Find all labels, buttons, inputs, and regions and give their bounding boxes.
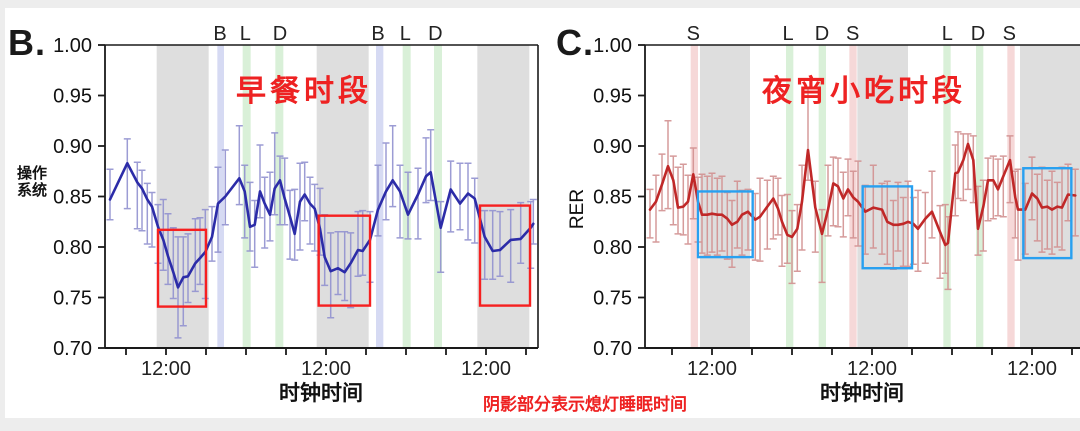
meal-marker-L: L — [400, 23, 411, 45]
sleep-band — [316, 45, 369, 348]
panel-b-title: 早餐时段 — [236, 75, 372, 108]
highlight-box — [317, 214, 372, 307]
y-tick-label: 0.85 — [593, 187, 632, 209]
y-tick-label: 0.85 — [53, 187, 92, 209]
y-axis-label-b: 操作 系统 — [8, 165, 56, 199]
breakfast-band — [376, 45, 384, 348]
dinner-band — [434, 45, 442, 348]
meal-marker-L: L — [942, 23, 953, 45]
x-tick-label: 12:00 — [461, 358, 511, 380]
lunch-band — [943, 45, 951, 348]
dinner-band — [976, 45, 984, 348]
meal-marker-L: L — [240, 23, 251, 45]
highlight-box — [861, 185, 914, 270]
x-axis-label-c: 时钟时间 — [820, 382, 904, 405]
y-tick-label: 1.00 — [53, 35, 92, 57]
meal-marker-L: L — [782, 23, 793, 45]
meal-marker-D: D — [428, 23, 442, 45]
y-tick-label: 0.80 — [593, 237, 632, 259]
dinner-band — [818, 45, 826, 348]
error-bars — [646, 86, 1079, 291]
x-axis-label-b: 时钟时间 — [279, 382, 363, 405]
y-axis-label-c: RER — [567, 188, 588, 230]
x-tick-label: 12:00 — [141, 358, 191, 380]
x-tick-label: 12:00 — [301, 358, 351, 380]
y-tick-label: 0.70 — [593, 338, 632, 360]
meal-marker-D: D — [815, 23, 829, 45]
meal-marker-B: B — [213, 23, 226, 45]
shading-note: 阴影部分表示熄灯睡眠时间 — [483, 395, 687, 414]
meal-marker-S: S — [1003, 23, 1016, 45]
panel-c-title: 夜宵小吃时段 — [762, 75, 966, 108]
x-tick-label: 12:00 — [1007, 358, 1057, 380]
y-axis-label-b-line2: 系统 — [16, 182, 47, 199]
meal-marker-D: D — [971, 23, 985, 45]
series-line — [648, 142, 1077, 247]
meal-marker-S: S — [687, 23, 700, 45]
meal-marker-B: B — [371, 23, 384, 45]
breakfast-band — [217, 45, 224, 348]
lunch-band — [786, 45, 794, 348]
y-tick-label: 0.70 — [53, 338, 92, 360]
y-tick-label: 0.75 — [53, 288, 92, 310]
sleep-band — [477, 45, 530, 348]
y-tick-label: 0.80 — [53, 237, 92, 259]
snack-band — [1007, 45, 1015, 348]
y-tick-label: 0.75 — [593, 288, 632, 310]
x-tick-label: 12:00 — [847, 358, 897, 380]
lunch-band — [402, 45, 411, 348]
error-bars — [106, 125, 537, 339]
panel-label-b: B. — [8, 22, 46, 63]
highlight-box — [1022, 167, 1073, 260]
y-tick-label: 0.90 — [593, 136, 632, 158]
y-axis-label-b-line1: 操作 — [16, 165, 47, 182]
snack-band — [690, 45, 698, 348]
series-line — [108, 161, 535, 289]
panel-label-c: C. — [556, 22, 594, 63]
x-tick-label: 12:00 — [687, 358, 737, 380]
highlight-box — [478, 204, 532, 307]
meal-marker-D: D — [273, 23, 287, 45]
y-tick-label: 0.95 — [53, 86, 92, 108]
y-tick-label: 0.90 — [53, 136, 92, 158]
highlight-box — [156, 228, 208, 308]
highlight-box — [696, 190, 754, 259]
y-tick-label: 0.95 — [593, 86, 632, 108]
meal-marker-S: S — [846, 23, 859, 45]
y-tick-label: 1.00 — [593, 35, 632, 57]
